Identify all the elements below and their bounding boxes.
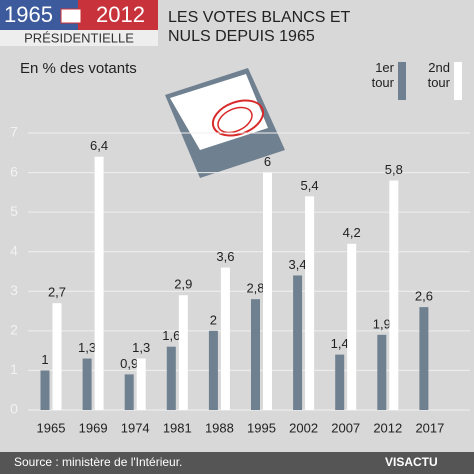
value-label: 1 [41, 352, 48, 367]
x-tick-label: 1969 [79, 420, 108, 435]
value-label: 2,8 [246, 281, 264, 296]
value-label: 4,2 [343, 225, 361, 240]
bar [347, 243, 357, 410]
y-tick-label: 0 [10, 401, 18, 417]
bar [94, 156, 104, 410]
bar [377, 334, 387, 410]
chart-title: LES VOTES BLANCS ET NULS DEPUIS 1965 [168, 9, 350, 45]
bar [82, 358, 92, 410]
bar [40, 370, 50, 410]
value-label: 1,3 [78, 340, 96, 355]
value-label: 3,4 [289, 257, 307, 272]
bar [293, 275, 303, 410]
y-axis-label: En % des votants [20, 60, 137, 77]
x-tick-label: 1981 [163, 420, 192, 435]
bar [335, 354, 345, 410]
brand: VISACTU [385, 455, 438, 469]
legend-swatch [454, 62, 462, 100]
value-label: 2,6 [415, 289, 433, 304]
value-label: 2,7 [48, 285, 66, 300]
value-label: 2 [210, 312, 217, 327]
value-label: 1,9 [373, 316, 391, 331]
value-label: 1,4 [331, 336, 349, 351]
bar [263, 172, 272, 410]
value-label: 1,3 [132, 340, 150, 355]
bar [208, 330, 218, 410]
x-tick-label: 1988 [205, 420, 234, 435]
x-tick-label: 1965 [37, 420, 66, 435]
x-tick-label: 1995 [247, 420, 276, 435]
bar [136, 358, 146, 410]
y-tick-label: 1 [10, 361, 18, 377]
value-label: 6 [264, 154, 271, 169]
x-tick-label: 2007 [331, 420, 360, 435]
y-tick-label: 6 [10, 163, 18, 179]
legend-label: 2nd tour [427, 60, 450, 90]
bar [52, 303, 62, 410]
source: Source : ministère de l'Intérieur. [14, 455, 182, 469]
value-label: 3,6 [216, 249, 234, 264]
value-label: 2,9 [174, 277, 192, 292]
logo-label: PRÉSIDENTIELLE [24, 30, 134, 45]
y-tick-label: 2 [10, 322, 18, 338]
value-label: 6,4 [90, 138, 108, 153]
bar [305, 196, 315, 410]
bar [419, 307, 429, 410]
footer-band [0, 452, 474, 474]
y-tick-label: 4 [10, 242, 18, 258]
x-tick-label: 2002 [289, 420, 318, 435]
x-tick-label: 1974 [121, 420, 150, 435]
y-tick-label: 3 [10, 282, 18, 298]
bar [251, 299, 260, 410]
value-label: 0,9 [120, 356, 138, 371]
bar [389, 180, 399, 410]
x-tick-label: 2017 [415, 420, 444, 435]
bar [178, 295, 188, 410]
value-label: 5,4 [301, 178, 319, 193]
value-label: 5,8 [385, 162, 403, 177]
value-label: 1,6 [162, 328, 180, 343]
logo-envelope [60, 8, 82, 24]
logo-band [0, 30, 158, 46]
logo-year-start: 1965 [4, 2, 53, 27]
bar [124, 374, 134, 410]
y-tick-label: 7 [10, 124, 18, 140]
x-tick-label: 2012 [373, 420, 402, 435]
bar [166, 346, 176, 410]
bar [220, 267, 230, 410]
legend-label: 1er tour [371, 60, 394, 90]
y-tick-label: 5 [10, 203, 18, 219]
legend-swatch [398, 62, 406, 100]
logo-year-end: 2012 [96, 2, 145, 27]
logo-red [78, 0, 158, 30]
